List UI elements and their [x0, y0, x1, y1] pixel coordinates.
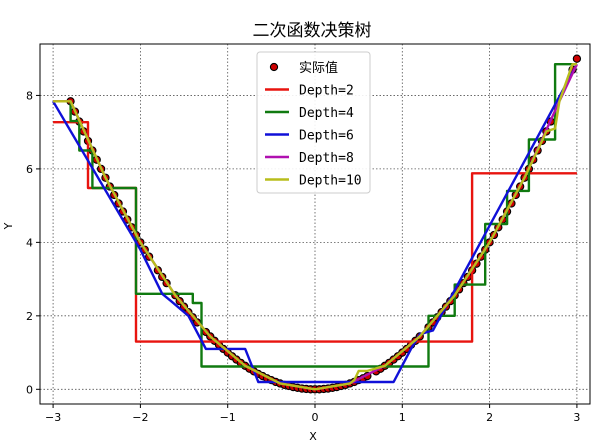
x-tick-label: −2: [132, 411, 148, 424]
y-tick-label: 2: [26, 310, 33, 323]
x-tick-label: −1: [220, 411, 236, 424]
legend-marker-scatter: [269, 62, 279, 72]
legend-label: Depth=4: [299, 106, 354, 121]
scatter-point: [572, 54, 582, 63]
y-axis-label: Y: [2, 222, 15, 230]
x-axis-label: X: [309, 430, 317, 443]
x-tick-label: 2: [486, 411, 493, 424]
y-tick-label: 4: [26, 236, 33, 249]
y-tick-label: 8: [26, 89, 33, 102]
legend-label: Depth=8: [299, 151, 354, 166]
axes: −3 −2 −1 0 1 2 3 0 2 4 6 8: [26, 89, 580, 424]
legend-label-scatter: 实际值: [299, 60, 338, 76]
series-line-depth-10: [53, 63, 577, 391]
y-tick-label: 6: [26, 163, 33, 176]
legend: 实际值 Depth=2 Depth=4 Depth=6 Depth=8 Depth=10: [256, 51, 371, 194]
plot-area: [52, 54, 582, 394]
legend-label: Depth=2: [299, 84, 354, 99]
x-tick-label: 0: [312, 411, 319, 424]
legend-label: Depth=6: [299, 129, 354, 144]
legend-label: Depth=10: [299, 174, 362, 189]
y-tick-label: 0: [26, 383, 33, 396]
x-tick-label: 1: [399, 411, 406, 424]
chart-title: 二次函数决策树: [253, 21, 372, 41]
x-tick-label: 3: [573, 411, 580, 424]
x-tick-label: −3: [45, 411, 61, 424]
